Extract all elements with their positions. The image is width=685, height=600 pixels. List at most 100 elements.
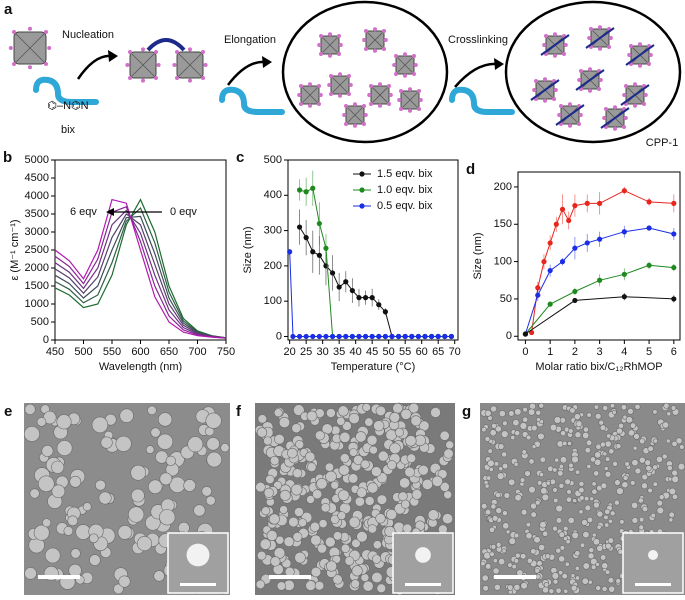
data-point [572, 203, 578, 209]
data-point [671, 296, 677, 302]
rh-atom [627, 53, 632, 57]
rh-atom [329, 92, 333, 96]
data-point [448, 333, 454, 340]
particle [205, 412, 222, 429]
data-point [597, 277, 603, 283]
panel-label: f [236, 403, 242, 420]
particle [630, 480, 636, 486]
linker [585, 27, 615, 49]
particle [595, 562, 600, 567]
particle [641, 505, 649, 513]
particle [639, 517, 645, 523]
particle [609, 403, 615, 409]
product-label: CPP-1 [646, 137, 678, 149]
rh-atom [344, 104, 348, 108]
particle [56, 440, 73, 456]
particle [353, 454, 364, 466]
particle [427, 509, 439, 521]
particle [552, 487, 558, 493]
series-line [54, 215, 227, 339]
particle [491, 515, 499, 522]
rh-atom [598, 78, 603, 82]
particle [326, 408, 336, 418]
particle [528, 458, 535, 465]
particle [627, 408, 634, 415]
rh-atom [568, 123, 572, 128]
rh-atom [587, 36, 592, 40]
x-tick-label: 3 [597, 346, 603, 358]
rh-atom [642, 102, 646, 106]
data-point [559, 259, 566, 265]
particle [604, 522, 610, 528]
particle [400, 499, 411, 509]
particle [512, 419, 520, 427]
rh-atom [647, 62, 651, 66]
particle [350, 579, 360, 589]
particle [574, 431, 582, 439]
step-label: Nucleation [62, 29, 114, 41]
particle [310, 566, 322, 578]
rh-atom [608, 36, 613, 40]
particle [490, 405, 497, 413]
particle [68, 563, 82, 578]
rh-atom [629, 44, 633, 48]
particle [348, 473, 359, 484]
particle [495, 492, 501, 499]
data-point [376, 302, 382, 308]
particle [37, 475, 55, 493]
particle [558, 463, 564, 469]
data-point [349, 287, 355, 294]
particle [638, 456, 646, 464]
particle [364, 496, 375, 506]
particle [591, 488, 598, 495]
particle [581, 519, 588, 526]
inset-particle [415, 547, 431, 563]
particle [484, 409, 492, 417]
particle [348, 516, 361, 528]
particle [270, 556, 281, 567]
particle [585, 439, 593, 446]
particle [492, 558, 498, 564]
particle [632, 445, 638, 451]
particle [634, 403, 641, 410]
data-point [435, 333, 441, 340]
particle [354, 496, 365, 507]
particle [351, 538, 361, 549]
particle [625, 416, 633, 424]
particle [600, 482, 608, 489]
particle [601, 586, 608, 592]
data-point [415, 333, 421, 340]
particle [633, 433, 640, 440]
particle [588, 547, 595, 554]
particle [555, 587, 562, 594]
particle [153, 570, 165, 582]
x-tick-label: 25 [300, 346, 312, 358]
particle [534, 568, 540, 574]
series-line [524, 227, 674, 335]
rh-atom [348, 83, 353, 87]
particle [613, 499, 620, 506]
panel-label: g [462, 403, 471, 420]
particle [316, 478, 328, 490]
particle [488, 526, 495, 533]
particle [165, 455, 176, 466]
particle [568, 428, 574, 434]
x-tick-label: 35 [333, 346, 345, 358]
particle [278, 416, 291, 429]
y-tick-label: 3500 [25, 208, 49, 220]
particle [113, 583, 124, 595]
particle [292, 468, 303, 479]
particle [269, 455, 280, 466]
particle [340, 543, 351, 554]
x-axis-label: Wavelength (nm) [99, 361, 182, 373]
inset-particle [186, 543, 210, 567]
particle [629, 422, 637, 429]
particle [638, 497, 644, 504]
rh-atom [417, 107, 421, 111]
particle [555, 517, 563, 524]
particle [332, 554, 341, 564]
data-point [409, 333, 415, 340]
particle [371, 571, 383, 584]
particle [398, 491, 408, 502]
rh-atom [562, 52, 566, 56]
